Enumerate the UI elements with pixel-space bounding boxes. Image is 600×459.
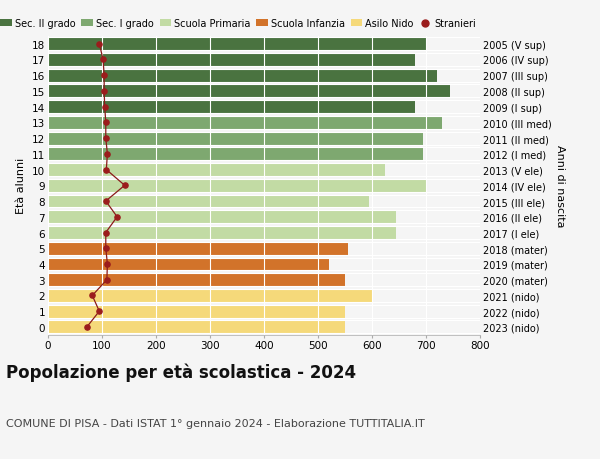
Point	[98, 56, 108, 64]
Point	[101, 167, 111, 174]
Bar	[48, 54, 415, 67]
Point	[103, 261, 112, 268]
Point	[100, 73, 109, 80]
Bar	[48, 69, 437, 83]
Bar	[48, 38, 426, 51]
Legend: Sec. II grado, Sec. I grado, Scuola Primaria, Scuola Infanzia, Asilo Nido, Stran: Sec. II grado, Sec. I grado, Scuola Prim…	[1, 19, 476, 29]
Point	[94, 308, 104, 315]
Bar	[48, 179, 426, 192]
Point	[101, 198, 110, 205]
Point	[103, 151, 112, 158]
Bar	[48, 117, 442, 129]
Point	[112, 213, 122, 221]
Text: COMUNE DI PISA - Dati ISTAT 1° gennaio 2024 - Elaborazione TUTTITALIA.IT: COMUNE DI PISA - Dati ISTAT 1° gennaio 2…	[6, 418, 425, 428]
Y-axis label: Anni di nascita: Anni di nascita	[556, 145, 565, 227]
Bar	[48, 132, 424, 145]
Point	[101, 119, 110, 127]
Bar	[48, 164, 385, 177]
Bar	[48, 321, 345, 334]
Text: Popolazione per età scolastica - 2024: Popolazione per età scolastica - 2024	[6, 363, 356, 381]
Bar	[48, 148, 424, 161]
Bar	[48, 211, 396, 224]
Bar	[48, 101, 415, 114]
Bar	[48, 85, 450, 98]
Point	[82, 324, 92, 331]
Point	[101, 230, 110, 237]
Point	[102, 276, 112, 284]
Point	[101, 245, 110, 252]
Y-axis label: Età alunni: Età alunni	[16, 158, 26, 214]
Bar	[48, 195, 369, 208]
Point	[94, 41, 104, 48]
Bar	[48, 305, 345, 318]
Bar	[48, 242, 347, 255]
Bar	[48, 258, 329, 271]
Bar	[48, 289, 372, 302]
Bar	[48, 227, 396, 240]
Point	[88, 292, 97, 299]
Point	[101, 135, 110, 142]
Point	[120, 182, 130, 190]
Bar	[48, 274, 345, 286]
Point	[100, 104, 109, 111]
Point	[100, 88, 109, 95]
